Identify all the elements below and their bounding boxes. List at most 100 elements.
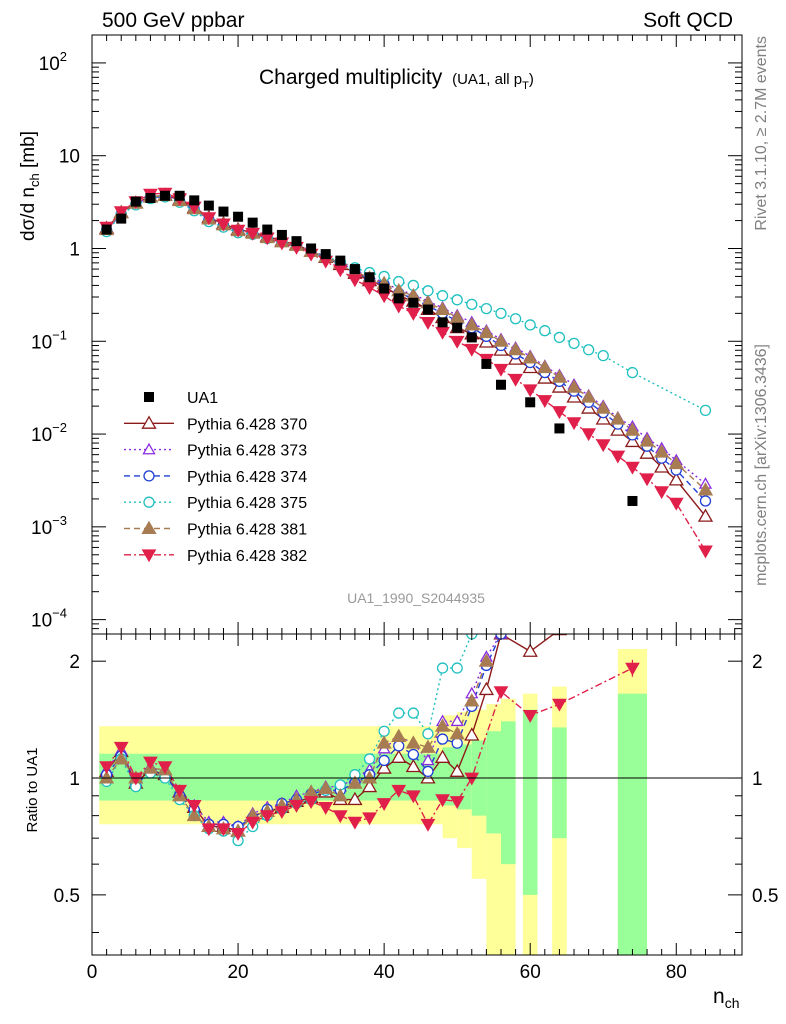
ratio-point-0-22 [420, 770, 436, 784]
main-point-5-22 [420, 316, 436, 330]
data-point-24 [452, 322, 463, 333]
band-stat-8 [617, 693, 648, 955]
data-point-21 [408, 297, 419, 308]
main-point-5-28 [508, 373, 523, 387]
ratio-line-2 [106, 634, 502, 828]
data-point-15 [320, 249, 331, 260]
main-point-5-34 [595, 439, 611, 453]
chart-title: Charged multiplicity (UA1, all pT) [259, 66, 534, 92]
y-tick-label-main-2: 10−2 [31, 420, 67, 446]
ratio-point-5-12 [274, 806, 290, 819]
legend-label-1: Pythia 6.428 370 [187, 416, 307, 433]
ratio-point-5-0 [99, 761, 114, 775]
axis-ticks [91, 34, 742, 955]
y-tick-label-main-1: 10−3 [31, 513, 67, 539]
ratio-point-3-20 [393, 707, 405, 719]
ratio-point-5-19 [376, 798, 392, 811]
ratio-point-2-20 [393, 740, 405, 752]
main-point-3-34 [597, 350, 609, 362]
ratio-point-4-24 [449, 725, 465, 740]
ratio-point-0-23 [434, 749, 451, 763]
main-point-5-24 [449, 335, 465, 349]
main-point-4-37 [639, 433, 655, 447]
x-tick-label-2: 40 [374, 962, 395, 983]
y-tick-label-ratio-right-0: 0.5 [752, 886, 778, 907]
legend-marker-4 [143, 496, 155, 508]
main-point-5-39 [668, 497, 684, 511]
y-tick-label-main-3: 10−1 [31, 327, 67, 353]
ratio-plot-frame [91, 633, 743, 956]
ratio-point-4-20 [391, 728, 407, 742]
ratio-point-3-21 [407, 707, 419, 719]
ratio-line-1 [106, 634, 502, 828]
ratio-point-5-4 [157, 761, 173, 775]
ratio-point-3-24 [451, 662, 463, 674]
main-point-5-40 [698, 545, 713, 559]
data-point-8 [218, 206, 229, 217]
ratio-point-0-26 [478, 681, 495, 696]
data-point-2 [130, 196, 141, 207]
main-series-markers [98, 187, 714, 559]
main-point-4-32 [566, 379, 582, 393]
ratio-point-5-11 [259, 810, 275, 824]
main-point-3-29 [524, 319, 536, 331]
ratio-point-0-25 [464, 727, 480, 741]
main-point-4-31 [551, 369, 568, 383]
main-point-0-39 [668, 472, 684, 486]
ratio-point-5-21 [405, 790, 421, 804]
x-tick-label-4: 80 [666, 962, 687, 983]
ratio-point-0-28 [522, 643, 538, 657]
main-point-5-7 [201, 212, 217, 226]
x-axis-label: nch [713, 985, 739, 1011]
data-point-25 [466, 332, 477, 343]
main-point-5-32 [566, 417, 582, 431]
ratio-point-0-21 [405, 758, 421, 773]
main-point-3-23 [436, 290, 449, 302]
ratio-point-4-22 [420, 739, 436, 753]
ratio-point-0-24 [449, 763, 465, 777]
ratio-point-5-22 [420, 818, 436, 832]
x-tick-label-0: 0 [87, 962, 98, 983]
ratio-point-4-18 [361, 770, 378, 784]
data-point-9 [233, 211, 244, 222]
y-tick-label-ratio-right-2: 2 [752, 652, 763, 673]
ratio-point-4-19 [376, 735, 392, 749]
main-point-4-33 [581, 389, 597, 403]
ratio-point-5-20 [391, 784, 407, 798]
header-left: 500 GeV ppbar [102, 9, 244, 32]
main-point-5-17 [347, 274, 363, 288]
main-point-3-30 [539, 325, 551, 337]
main-point-5-8 [216, 218, 231, 232]
main-point-5-25 [464, 343, 480, 357]
ratio-point-5-24 [449, 796, 465, 810]
ratio-point-5-5 [172, 784, 188, 798]
data-point-22 [422, 304, 433, 315]
ratio-point-5-28 [552, 698, 567, 712]
ratio-point-5-2 [128, 772, 144, 786]
main-point-3-24 [451, 294, 463, 306]
main-point-5-30 [537, 395, 553, 409]
y-tick-label-ratio-1: 1 [69, 769, 80, 790]
main-point-4-27 [493, 333, 509, 347]
main-point-5-36 [625, 461, 640, 475]
ratio-point-5-23 [435, 794, 450, 808]
band-stat-4 [486, 731, 501, 834]
ratio-point-4-17 [347, 775, 363, 789]
ratio-point-4-0 [98, 770, 115, 784]
legend-label-3: Pythia 6.428 374 [187, 469, 307, 486]
ratio-point-4-1 [113, 751, 129, 765]
main-point-4-30 [537, 359, 553, 374]
y-tick-label-main-6: 102 [39, 49, 67, 75]
ratio-point-0-18 [361, 778, 378, 793]
legend-marker-1 [141, 415, 157, 429]
header-right: Soft QCD [643, 9, 733, 32]
data-point-18 [364, 272, 375, 283]
ratio-point-4-6 [186, 807, 202, 822]
data-point-1 [116, 213, 127, 224]
band-stat-5 [500, 721, 516, 865]
main-point-4-35 [610, 411, 626, 425]
main-point-5-9 [230, 224, 246, 238]
data-point-29 [554, 423, 565, 434]
main-point-0-37 [639, 445, 655, 459]
y-tick-label-main-4: 1 [69, 239, 80, 260]
